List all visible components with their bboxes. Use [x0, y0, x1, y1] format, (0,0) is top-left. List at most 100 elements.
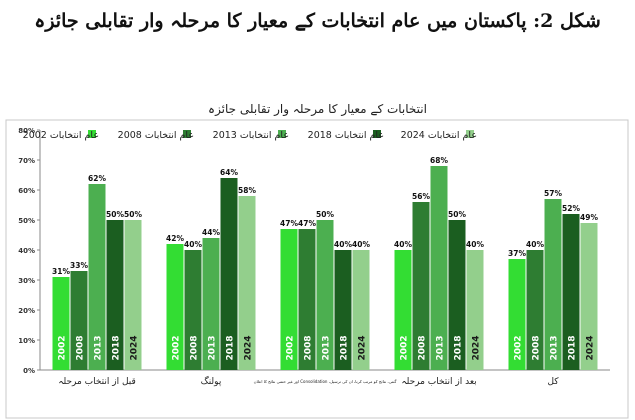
legend-entry: عام انتخابات 2018 [308, 130, 384, 141]
bar [430, 166, 448, 370]
chart-container: انتخابات کے معیار کا مرحلہ وار تقابلی جا… [0, 100, 635, 420]
data-label: 40% [352, 240, 370, 249]
data-label: 62% [88, 174, 106, 183]
data-label: 52% [562, 204, 580, 213]
data-label: 56% [412, 192, 430, 201]
legend-swatch [373, 130, 381, 138]
bar-year-label: 2018 [112, 335, 122, 360]
bar-year-label: 2002 [172, 335, 182, 360]
bar-year-label: 2002 [286, 335, 296, 360]
bar [352, 250, 370, 370]
data-label: 47% [280, 219, 298, 228]
bar [238, 196, 256, 370]
legend-entry: عام انتخابات 2013 [213, 130, 289, 141]
bar-year-label: 2018 [340, 335, 350, 360]
bar-year-label: 2018 [226, 335, 236, 360]
data-label: 44% [202, 228, 220, 237]
data-label: 40% [394, 240, 412, 249]
bar [184, 250, 202, 370]
y-tick-label: 50% [18, 217, 35, 225]
data-label: 49% [580, 213, 598, 222]
legend-swatch [183, 130, 191, 138]
bar-chart: 0%10%20%30%40%50%60%70%80%عام انتخابات 2… [5, 119, 629, 419]
bar-year-label: 2008 [532, 335, 542, 360]
data-label: 68% [430, 156, 448, 165]
bar-year-label: 2002 [58, 335, 68, 360]
bar [448, 220, 466, 370]
data-label: 47% [298, 219, 316, 228]
y-tick-label: 80% [18, 127, 35, 135]
category-label: قبل از انتخاب مرحلہ [58, 377, 136, 387]
data-label: 50% [448, 210, 466, 219]
page-title: شکل 2: پاکستان میں عام انتخابات کے معیار… [34, 10, 601, 32]
bar-year-label: 2013 [208, 335, 218, 360]
bar [466, 250, 484, 370]
bar [334, 250, 352, 370]
bar-year-label: 2024 [130, 335, 140, 360]
y-tick-label: 60% [18, 187, 35, 195]
bar-year-label: 2013 [322, 335, 332, 360]
data-label: 31% [52, 267, 70, 276]
bar-year-label: 2002 [514, 335, 524, 360]
bar-year-label: 2008 [76, 335, 86, 360]
bar-year-label: 2008 [418, 335, 428, 360]
y-tick-label: 70% [18, 157, 35, 165]
data-label: 40% [334, 240, 352, 249]
bar-year-label: 2024 [586, 335, 596, 360]
bar [202, 238, 220, 370]
y-tick-label: 10% [18, 337, 35, 345]
legend-swatch [88, 130, 96, 138]
bar-year-label: 2018 [568, 335, 578, 360]
data-label: 50% [124, 210, 142, 219]
category-label: گنتی، نتائج کو مرتب کرنا، ان کی ترسیل، C… [254, 379, 397, 384]
bar [562, 214, 580, 370]
data-label: 42% [166, 234, 184, 243]
category-label: کل [547, 377, 559, 387]
y-tick-label: 30% [18, 277, 35, 285]
data-label: 50% [106, 210, 124, 219]
bar-year-label: 2018 [454, 335, 464, 360]
legend-entry: عام انتخابات 2024 [401, 130, 477, 141]
bar [220, 178, 238, 370]
bar [280, 229, 298, 370]
bar-year-label: 2013 [550, 335, 560, 360]
bar [52, 277, 70, 370]
bar-year-label: 2024 [472, 335, 482, 360]
bar [580, 223, 598, 370]
data-label: 64% [220, 168, 238, 177]
bar-year-label: 2013 [436, 335, 446, 360]
bar [166, 244, 184, 370]
bar [526, 250, 544, 370]
data-label: 58% [238, 186, 256, 195]
legend-swatch [278, 130, 286, 138]
data-label: 40% [466, 240, 484, 249]
bar-year-label: 2008 [190, 335, 200, 360]
bar [544, 199, 562, 370]
data-label: 37% [508, 249, 526, 258]
bar [394, 250, 412, 370]
bar [106, 220, 124, 370]
legend-entry: عام انتخابات 2002 [23, 130, 99, 141]
y-tick-label: 0% [23, 367, 35, 375]
legend-swatch [466, 130, 474, 138]
bar [508, 259, 526, 370]
bar-year-label: 2024 [244, 335, 254, 360]
data-label: 33% [70, 261, 88, 270]
bar-year-label: 2002 [400, 335, 410, 360]
bar [88, 184, 106, 370]
chart-title: انتخابات کے معیار کا مرحلہ وار تقابلی جا… [208, 102, 427, 116]
data-label: 40% [526, 240, 544, 249]
category-label: بعد از انتخاب مرحلہ [401, 377, 476, 387]
category-label: پولنگ [201, 375, 222, 387]
bar [70, 271, 88, 370]
chart-frame [5, 119, 629, 419]
bar [124, 220, 142, 370]
bar [298, 229, 316, 370]
data-label: 50% [316, 210, 334, 219]
bar [316, 220, 334, 370]
data-label: 57% [544, 189, 562, 198]
bar-year-label: 2008 [304, 335, 314, 360]
y-tick-label: 40% [18, 247, 35, 255]
bar-year-label: 2024 [358, 335, 368, 360]
bar-year-label: 2013 [94, 335, 104, 360]
